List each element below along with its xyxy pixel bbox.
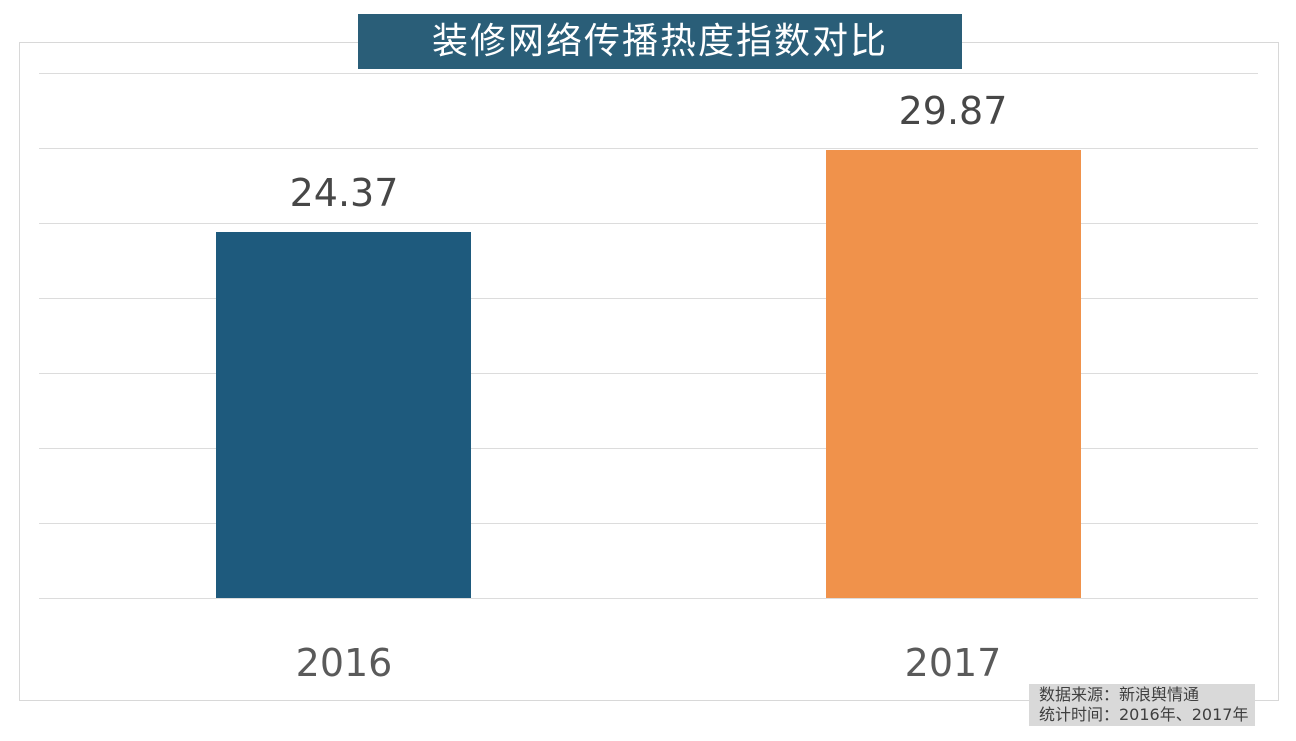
gridline bbox=[39, 373, 1258, 374]
gridline bbox=[39, 523, 1258, 524]
gridline bbox=[39, 448, 1258, 449]
source-note: 数据来源：新浪舆情通 统计时间：2016年、2017年 bbox=[1029, 684, 1255, 726]
x-axis-label-2017: 2017 bbox=[904, 641, 1002, 685]
value-label-2016: 24.37 bbox=[289, 171, 399, 215]
gridline bbox=[39, 223, 1258, 224]
gridline bbox=[39, 598, 1258, 599]
plot-area: 24.37 2016 29.87 2017 bbox=[39, 73, 1258, 682]
gridline bbox=[39, 73, 1258, 74]
gridline bbox=[39, 148, 1258, 149]
gridline bbox=[39, 298, 1258, 299]
bar-2016 bbox=[216, 232, 471, 598]
x-axis-label-2016: 2016 bbox=[295, 641, 393, 685]
value-label-2017: 29.87 bbox=[898, 89, 1008, 133]
source-note-line2: 统计时间：2016年、2017年 bbox=[1039, 705, 1249, 724]
source-note-line1: 数据来源：新浪舆情通 bbox=[1039, 685, 1200, 704]
bar-2017 bbox=[826, 150, 1081, 598]
chart-title: 装修网络传播热度指数对比 bbox=[358, 14, 962, 69]
